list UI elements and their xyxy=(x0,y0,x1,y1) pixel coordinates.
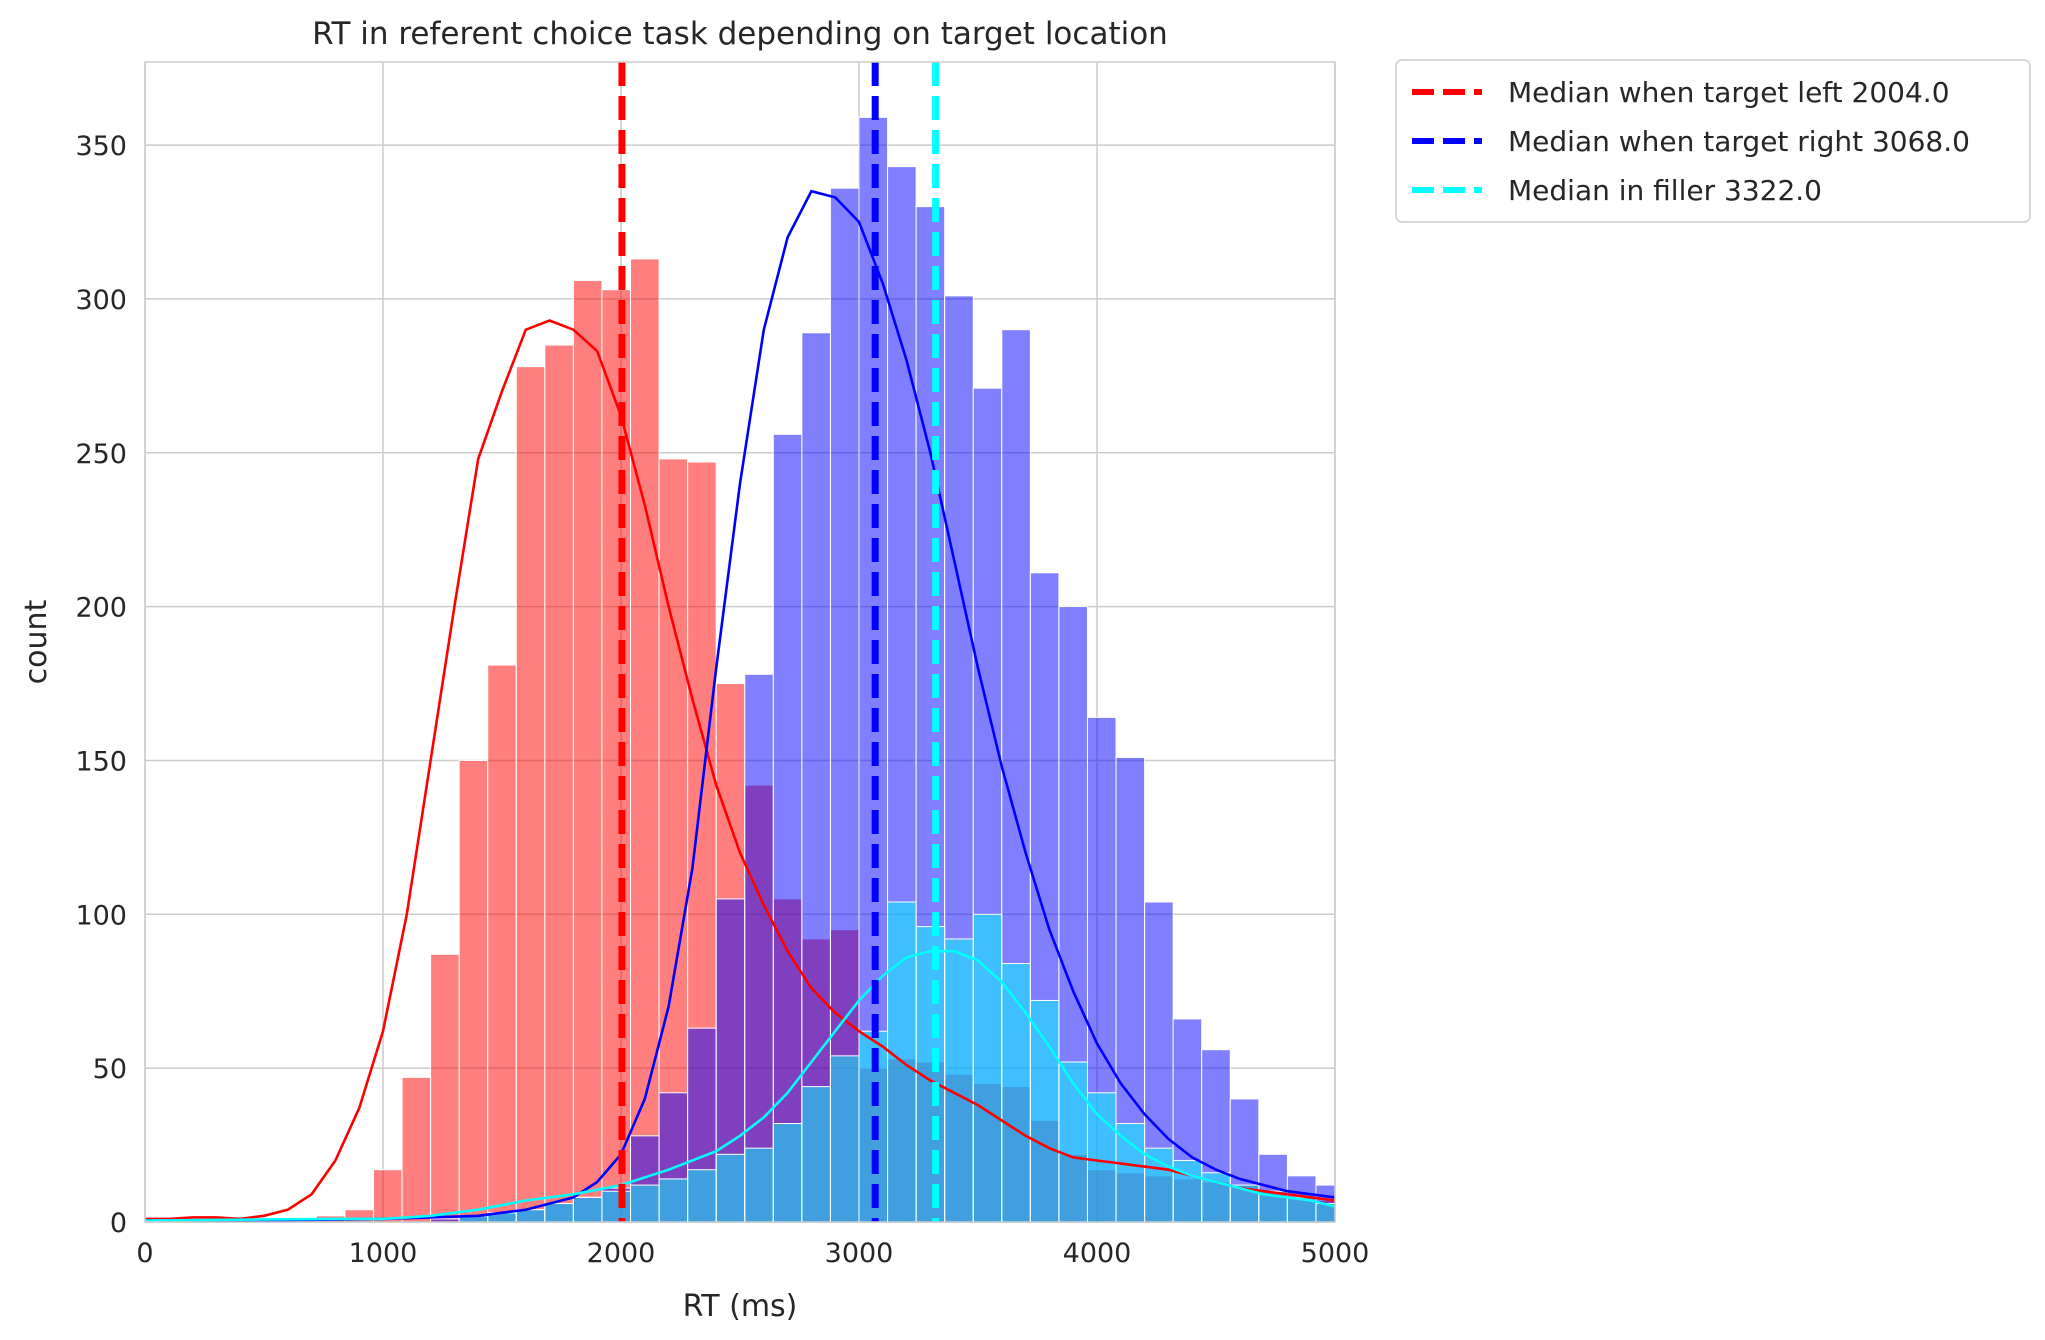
histogram-bars xyxy=(144,116,1336,1223)
bar-left-15 xyxy=(572,279,603,1223)
bar-left-17 xyxy=(630,258,660,1223)
bar-left-12 xyxy=(487,664,517,1223)
x-tick-label-2: 2000 xyxy=(587,1238,656,1269)
median-lines xyxy=(618,62,940,1222)
y-tick-label-0: 0 xyxy=(110,1208,127,1239)
y-tick-label-6: 300 xyxy=(75,285,127,316)
plot-frame xyxy=(144,61,1336,1223)
x-tick-label-5: 5000 xyxy=(1301,1238,1370,1269)
y-tick-label-2: 100 xyxy=(75,900,127,931)
bar-filler-21 xyxy=(744,1147,774,1223)
bar-filler-35 xyxy=(1144,1147,1174,1223)
legend-label-left: Median when target left 2004.0 xyxy=(1508,76,1950,109)
bar-right-21 xyxy=(744,673,774,1223)
bar-left-8 xyxy=(372,1169,403,1223)
bar-right-24 xyxy=(829,187,860,1223)
bar-left-10 xyxy=(430,953,460,1223)
bar-filler-34 xyxy=(1115,1123,1146,1223)
x-tick-label-4: 4000 xyxy=(1063,1238,1132,1269)
bar-filler-15 xyxy=(572,1196,603,1223)
bar-right-23 xyxy=(801,332,831,1223)
y-tick-label-4: 200 xyxy=(75,593,127,624)
x-axis-label: RT (ms) xyxy=(683,1289,798,1324)
kde-line-left xyxy=(145,319,1336,1221)
kde-curves xyxy=(144,189,1336,1222)
y-axis-label: count xyxy=(19,599,54,684)
y-tick-label-1: 50 xyxy=(93,1054,127,1085)
bar-left-14 xyxy=(544,344,574,1223)
bar-left-9 xyxy=(401,1076,432,1223)
legend-label-right: Median when target right 3068.0 xyxy=(1508,125,1970,158)
bar-left-16 xyxy=(601,289,632,1223)
bar-filler-16 xyxy=(601,1190,632,1223)
chart-title: RT in referent choice task depending on … xyxy=(312,16,1168,52)
bar-filler-23 xyxy=(801,1086,831,1223)
y-tick-label-3: 150 xyxy=(75,746,127,777)
bar-filler-14 xyxy=(544,1203,574,1223)
y-tick-label-7: 350 xyxy=(75,131,127,162)
x-tick-label-0: 0 xyxy=(136,1238,153,1269)
x-tick-label-1: 1000 xyxy=(349,1238,418,1269)
y-axis-ticks: 0 50 100 150 200 250 300 350 xyxy=(75,131,127,1239)
bar-filler-18 xyxy=(658,1178,689,1223)
kde-line-filler xyxy=(144,949,1336,1222)
legend: Median when target left 2004.0 Median wh… xyxy=(1395,59,2031,223)
bar-filler-17 xyxy=(630,1184,660,1223)
bar-filler-28 xyxy=(944,938,974,1223)
x-axis-ticks: 0 1000 2000 3000 4000 5000 xyxy=(136,1238,1369,1269)
bar-filler-31 xyxy=(1029,999,1060,1223)
bar-filler-33 xyxy=(1086,1092,1117,1223)
bar-left-13 xyxy=(515,366,546,1223)
x-tick-label-3: 3000 xyxy=(825,1238,894,1269)
bar-filler-20 xyxy=(715,1153,746,1223)
bar-filler-32 xyxy=(1058,1061,1088,1223)
legend-label-filler: Median in filler 3322.0 xyxy=(1508,174,1822,207)
y-tick-label-5: 250 xyxy=(75,439,127,470)
bar-filler-24 xyxy=(829,1055,860,1223)
legend-frame xyxy=(1395,59,2031,223)
bar-filler-22 xyxy=(772,1123,803,1223)
bar-filler-19 xyxy=(687,1169,717,1223)
bar-left-11 xyxy=(458,759,489,1223)
